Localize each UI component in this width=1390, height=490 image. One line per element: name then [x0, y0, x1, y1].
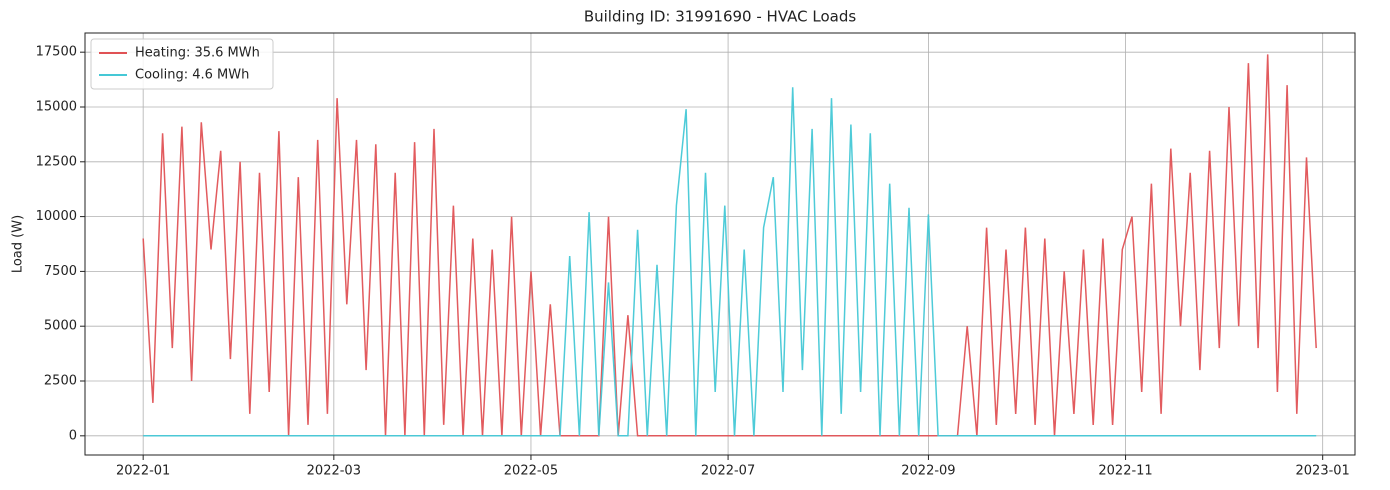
- y-tick-label: 15000: [36, 99, 77, 114]
- legend-box: [90, 38, 274, 90]
- legend-label: Cooling: 4.6 MWh: [135, 68, 249, 83]
- y-tick-label: 7500: [44, 264, 77, 279]
- y-tick-label: 17500: [36, 45, 77, 60]
- x-tick-label: 2022-09: [901, 464, 955, 479]
- plot-frame: [84, 32, 1356, 456]
- x-tick-label: 2022-11: [1098, 464, 1152, 479]
- x-tick-label: 2022-01: [116, 464, 170, 479]
- x-tick-label: 2022-07: [701, 464, 755, 479]
- x-tick-label: 2022-03: [307, 464, 361, 479]
- y-axis-label: Load (W): [11, 215, 26, 273]
- y-tick-label: 5000: [44, 319, 77, 334]
- series-line: [142, 54, 1317, 437]
- chart-title: Building ID: 31991690 - HVAC Loads: [584, 8, 857, 26]
- legend-label: Heating: 35.6 MWh: [135, 46, 260, 61]
- y-tick-label: 0: [69, 428, 77, 443]
- y-tick-label: 10000: [36, 209, 77, 224]
- x-tick-label: 2022-05: [504, 464, 558, 479]
- y-tick-label: 12500: [36, 154, 77, 169]
- series-line: [143, 87, 1317, 437]
- y-tick-label: 2500: [44, 374, 77, 389]
- x-tick-label: 2023-01: [1296, 464, 1350, 479]
